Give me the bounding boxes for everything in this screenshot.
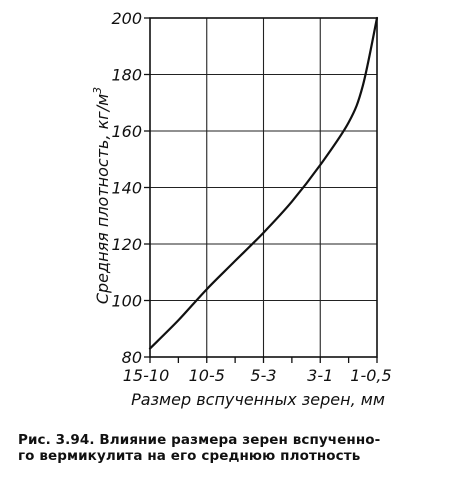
figure-caption: Рис. 3.94. Влияние размера зерен вспучен… (18, 432, 464, 464)
y-tick-label: 100 (111, 292, 142, 311)
x-tick-label: 5-3 (250, 366, 276, 385)
density-curve (148, 16, 379, 350)
x-tick-label: 15-10 (123, 366, 170, 385)
caption-line-2: го вермикулита на его среднюю плотность (18, 448, 361, 464)
y-axis-label-main: Средняя плотность, кг/м (93, 94, 112, 304)
y-axis-label-superscript: 3 (91, 87, 104, 94)
y-tick-label: 180 (111, 66, 142, 85)
x-tick-label: 1-0,5 (350, 366, 391, 385)
grid (150, 18, 377, 357)
y-tick-label: 160 (111, 122, 142, 141)
y-axis-label: Средняя плотность, кг/м3 (91, 87, 112, 304)
y-tick-label: 200 (111, 9, 142, 28)
x-tick-label: 10-5 (189, 366, 225, 385)
density-chart: 80 100 120 140 160 180 200 15-10 10-5 5-3 3-1 1-0,5… (91, 9, 392, 409)
y-tick-label: 120 (111, 235, 142, 254)
x-tick-label: 3-1 (307, 366, 333, 385)
y-tick-label: 140 (111, 179, 142, 198)
tick-labels: 80 100 120 140 160 180 200 15-10 10-5 5-3 3-1 1-0,5 (111, 9, 391, 385)
x-axis-label: Размер вспученных зерен, мм (131, 390, 385, 409)
y-tick-label: 80 (122, 348, 142, 367)
axis-ticks (144, 17, 378, 363)
data-series (148, 16, 379, 350)
caption-line-1: Рис. 3.94. Влияние размера зерен вспучен… (18, 432, 381, 448)
